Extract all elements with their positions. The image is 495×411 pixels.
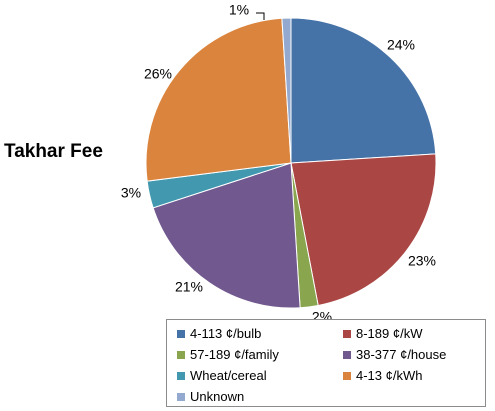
legend-label: Unknown bbox=[190, 389, 245, 404]
legend-swatch bbox=[177, 371, 185, 380]
legend-label: Wheat/cereal bbox=[190, 368, 267, 383]
pie-slice bbox=[290, 17, 437, 164]
legend-swatch bbox=[343, 329, 351, 338]
leader-line bbox=[256, 12, 265, 20]
pie-slice bbox=[281, 17, 292, 164]
pie-slice bbox=[145, 17, 292, 182]
legend: 4-113 ¢/bulb 8-189 ¢/kW 57-189 ¢/family 38-… bbox=[166, 319, 486, 407]
legend-item: 8-189 ¢/kW bbox=[343, 326, 422, 341]
chart-title: Takhar Fee bbox=[4, 141, 103, 162]
legend-label: 57-189 ¢/family bbox=[190, 347, 279, 362]
pie-slice bbox=[152, 162, 301, 309]
legend-label: 4-13 ¢/kWh bbox=[356, 368, 423, 383]
legend-item: 38-377 ¢/house bbox=[343, 347, 446, 362]
legend-swatch bbox=[343, 371, 351, 380]
data-label: 1% bbox=[229, 2, 249, 18]
data-label: 26% bbox=[144, 66, 172, 82]
legend-label: 4-113 ¢/bulb bbox=[190, 326, 262, 341]
data-label: 23% bbox=[408, 253, 436, 269]
legend-item: Unknown bbox=[177, 389, 244, 404]
legend-item: Wheat/cereal bbox=[177, 368, 267, 383]
legend-item: 4-13 ¢/kWh bbox=[343, 368, 422, 383]
pie-slice bbox=[290, 153, 437, 307]
legend-label: 8-189 ¢/kW bbox=[356, 326, 423, 341]
data-label: 21% bbox=[175, 279, 203, 295]
data-label: 3% bbox=[121, 185, 141, 201]
legend-swatch bbox=[177, 329, 185, 338]
legend-label: 38-377 ¢/house bbox=[356, 347, 447, 362]
legend-swatch bbox=[343, 350, 351, 359]
legend-item: 57-189 ¢/family bbox=[177, 347, 279, 362]
legend-swatch bbox=[177, 350, 185, 359]
legend-item: 4-113 ¢/bulb bbox=[177, 326, 261, 341]
legend-swatch bbox=[177, 392, 185, 401]
data-label: 24% bbox=[387, 37, 415, 53]
